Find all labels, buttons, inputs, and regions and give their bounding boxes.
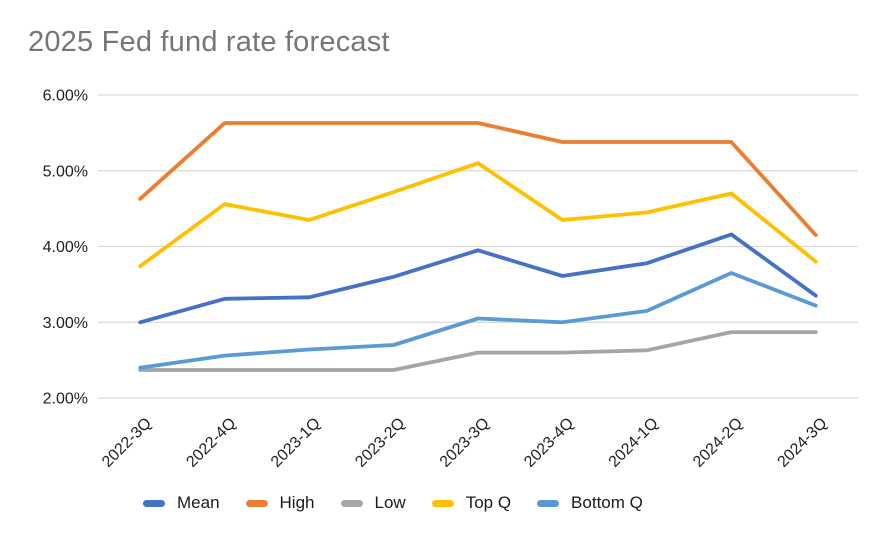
series-line-mean xyxy=(138,232,818,325)
chart-title: 2025 Fed fund rate forecast xyxy=(28,26,390,58)
legend-label-topq: Top Q xyxy=(465,493,512,512)
series-line-bottom-q xyxy=(138,271,818,370)
y-axis-tick-label: 6.00% xyxy=(43,88,88,105)
legend-label-high: High xyxy=(279,493,315,512)
legend-item-bottomq: Bottom Q xyxy=(537,493,643,513)
legend-label-bottomq: Bottom Q xyxy=(571,493,643,512)
y-axis-tick-label: 3.00% xyxy=(43,315,88,332)
fed-forecast-line-chart: 6.00% 5.00% 4.00% 3.00% 2.00% 2022-3Q 2022-4Q 2… xyxy=(43,88,858,471)
series-line-top-q xyxy=(138,161,818,269)
legend-item-low: Low xyxy=(340,493,406,513)
x-axis-tick-label: 2024-2Q xyxy=(690,415,746,471)
y-axis-tick-label: 2.00% xyxy=(43,391,88,408)
low-series-swatch-icon xyxy=(340,499,363,507)
legend-label-mean: Mean xyxy=(177,493,220,512)
high-series-swatch-icon xyxy=(245,499,268,507)
series-line-low xyxy=(138,330,818,372)
x-axis-tick-label: 2023-3Q xyxy=(437,415,493,471)
x-axis-tick-label: 2023-1Q xyxy=(268,415,324,471)
legend-item-high: High xyxy=(245,493,315,513)
mean-series-swatch-icon xyxy=(143,499,165,507)
legend-label-low: Low xyxy=(374,493,406,512)
chart-legend: Mean High Low Top Q Bottom Q xyxy=(143,493,643,513)
topq-series-swatch-icon xyxy=(431,499,454,507)
x-axis-tick-label: 2023-4Q xyxy=(521,415,577,471)
legend-item-topq: Top Q xyxy=(431,493,512,513)
y-axis-tick-label: 4.00% xyxy=(43,239,88,256)
x-axis-tick-label: 2023-2Q xyxy=(352,415,408,471)
x-axis-tick-label: 2022-3Q xyxy=(99,415,155,471)
x-axis-tick-label: 2022-4Q xyxy=(183,415,239,471)
series-line-high xyxy=(138,121,818,238)
y-axis-tick-label: 5.00% xyxy=(43,163,88,180)
x-axis-tick-label: 2024-1Q xyxy=(606,415,662,471)
legend-item-mean: Mean xyxy=(143,493,220,513)
bottomq-series-swatch-icon xyxy=(537,499,560,507)
x-axis-tick-label: 2024-3Q xyxy=(775,415,831,471)
